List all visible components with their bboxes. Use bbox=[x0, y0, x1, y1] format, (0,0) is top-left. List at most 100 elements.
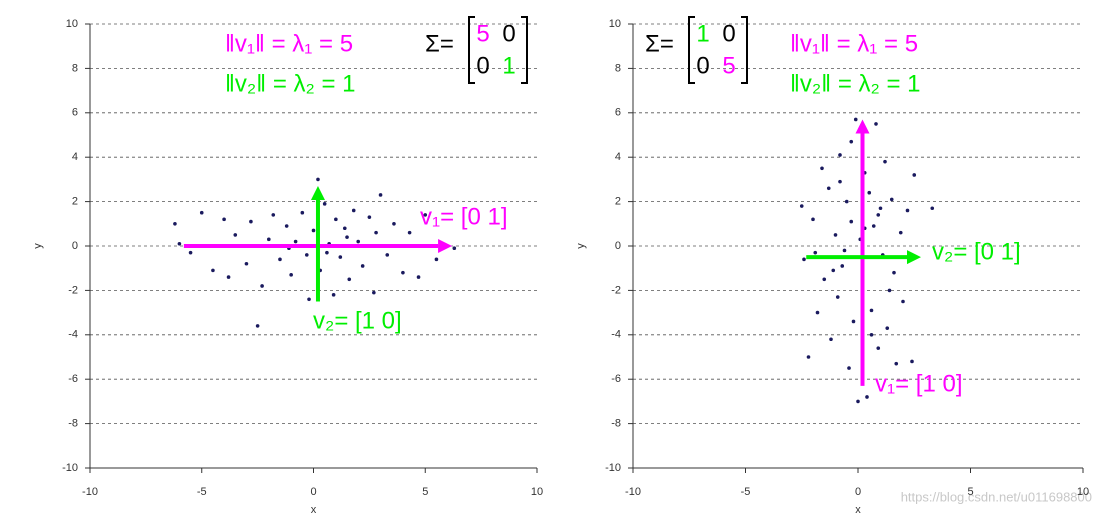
annotation: ‖v₂‖ = λ₂ = 1 bbox=[225, 70, 356, 97]
matrix-bracket bbox=[521, 16, 528, 84]
scatter-point bbox=[930, 206, 935, 211]
y-tick-label: 10 bbox=[609, 18, 621, 30]
x-tick-label: 0 bbox=[855, 486, 861, 498]
scatter-point bbox=[211, 268, 215, 273]
scatter-point bbox=[844, 199, 849, 204]
scatter-point bbox=[199, 210, 204, 215]
scatter-point bbox=[372, 290, 376, 295]
scatter-point bbox=[316, 177, 320, 182]
matrix-bracket bbox=[688, 16, 695, 84]
arrow-head bbox=[438, 239, 453, 253]
scatter-point bbox=[322, 202, 327, 206]
scatter-point bbox=[849, 139, 854, 144]
scatter-point bbox=[226, 275, 231, 279]
matrix-bracket bbox=[741, 16, 748, 84]
scatter-point bbox=[249, 219, 253, 224]
scatter-point bbox=[267, 237, 271, 242]
y-tick-label: -4 bbox=[68, 329, 78, 341]
x-tick-label: 10 bbox=[1077, 486, 1089, 498]
scatter-point bbox=[820, 166, 824, 171]
scatter-point bbox=[833, 233, 838, 237]
x-tick-label: -10 bbox=[625, 486, 641, 498]
scatter-point bbox=[842, 248, 847, 253]
scatter-point bbox=[378, 193, 383, 197]
scatter-point bbox=[838, 153, 842, 157]
scatter-point bbox=[367, 215, 372, 219]
y-tick-label: -10 bbox=[62, 462, 78, 474]
y-tick-label: 2 bbox=[72, 196, 78, 208]
scatter-point bbox=[416, 275, 421, 279]
scatter-point bbox=[835, 295, 840, 299]
scatter-point bbox=[802, 257, 806, 262]
annotation: ‖v₂‖ = λ₂ = 1 bbox=[790, 70, 921, 97]
x-tick-label: 0 bbox=[310, 486, 316, 498]
scatter-point bbox=[813, 250, 818, 255]
matrix-entry: 0 bbox=[476, 52, 489, 79]
scatter-point bbox=[892, 270, 896, 275]
scatter-point bbox=[869, 308, 874, 313]
x-tick-label: 5 bbox=[422, 486, 428, 498]
scatter-point bbox=[849, 219, 854, 224]
scatter-point bbox=[385, 253, 390, 257]
scatter-point bbox=[374, 230, 378, 235]
scatter-point bbox=[885, 326, 890, 330]
arrow-head bbox=[310, 186, 325, 201]
annotation: v₁= [0 1] bbox=[420, 203, 507, 230]
scatter-point bbox=[284, 224, 289, 228]
y-tick-label: 6 bbox=[615, 107, 621, 119]
y-tick-label: 2 bbox=[615, 196, 621, 208]
scatter-point bbox=[356, 239, 361, 244]
scatter-point bbox=[829, 337, 833, 342]
scatter-point bbox=[338, 255, 343, 259]
scatter-point bbox=[871, 224, 876, 228]
scatter-point bbox=[311, 228, 316, 233]
scatter-point bbox=[255, 324, 260, 328]
scatter-point bbox=[883, 159, 887, 164]
scatter-point bbox=[851, 319, 856, 324]
scatter-point bbox=[878, 206, 883, 211]
scatter-point bbox=[401, 270, 405, 275]
scatter-point bbox=[278, 257, 282, 262]
scatter-point bbox=[188, 250, 193, 255]
y-tick-label: 0 bbox=[72, 240, 78, 252]
scatter-point bbox=[910, 359, 914, 364]
scatter-point bbox=[244, 261, 249, 266]
scatter-point bbox=[889, 197, 894, 202]
scatter-point bbox=[905, 208, 910, 213]
matrix-label: Σ= bbox=[645, 30, 674, 57]
y-tick-label: -10 bbox=[605, 462, 621, 474]
y-tick-label: -6 bbox=[611, 373, 621, 385]
scatter-point bbox=[898, 230, 903, 235]
scatter-point bbox=[271, 213, 276, 217]
scatter-point bbox=[334, 217, 338, 222]
scatter-point bbox=[360, 264, 365, 268]
y-tick-label: 6 bbox=[72, 107, 78, 119]
matrix-entry: 5 bbox=[476, 20, 489, 47]
y-tick-label: -2 bbox=[611, 284, 621, 296]
scatter-point bbox=[876, 213, 881, 217]
y-tick-label: 8 bbox=[72, 62, 78, 74]
scatter-point bbox=[806, 355, 811, 359]
y-tick-label: -8 bbox=[68, 418, 78, 430]
scatter-point bbox=[831, 268, 836, 273]
annotation: ‖v₁‖ = λ₁ = 5 bbox=[225, 30, 353, 57]
scatter-point bbox=[847, 366, 851, 370]
x-tick-label: 10 bbox=[531, 486, 543, 498]
scatter-point bbox=[867, 190, 872, 195]
matrix-bracket bbox=[468, 16, 475, 84]
scatter-point bbox=[838, 179, 842, 184]
scatter-point bbox=[407, 230, 412, 235]
scatter-point bbox=[173, 222, 177, 226]
x-tick-label: -10 bbox=[82, 486, 98, 498]
scatter-point bbox=[304, 253, 309, 257]
matrix-entry: 1 bbox=[696, 20, 709, 47]
scatter-point bbox=[342, 226, 347, 231]
x-tick-label: -5 bbox=[741, 486, 751, 498]
y-tick-label: 10 bbox=[66, 18, 78, 30]
scatter-point bbox=[901, 299, 905, 304]
scatter-point bbox=[912, 173, 917, 177]
annotation: v₂= [0 1] bbox=[932, 238, 1021, 265]
scatter-point bbox=[434, 257, 439, 262]
scatter-point bbox=[307, 297, 311, 302]
